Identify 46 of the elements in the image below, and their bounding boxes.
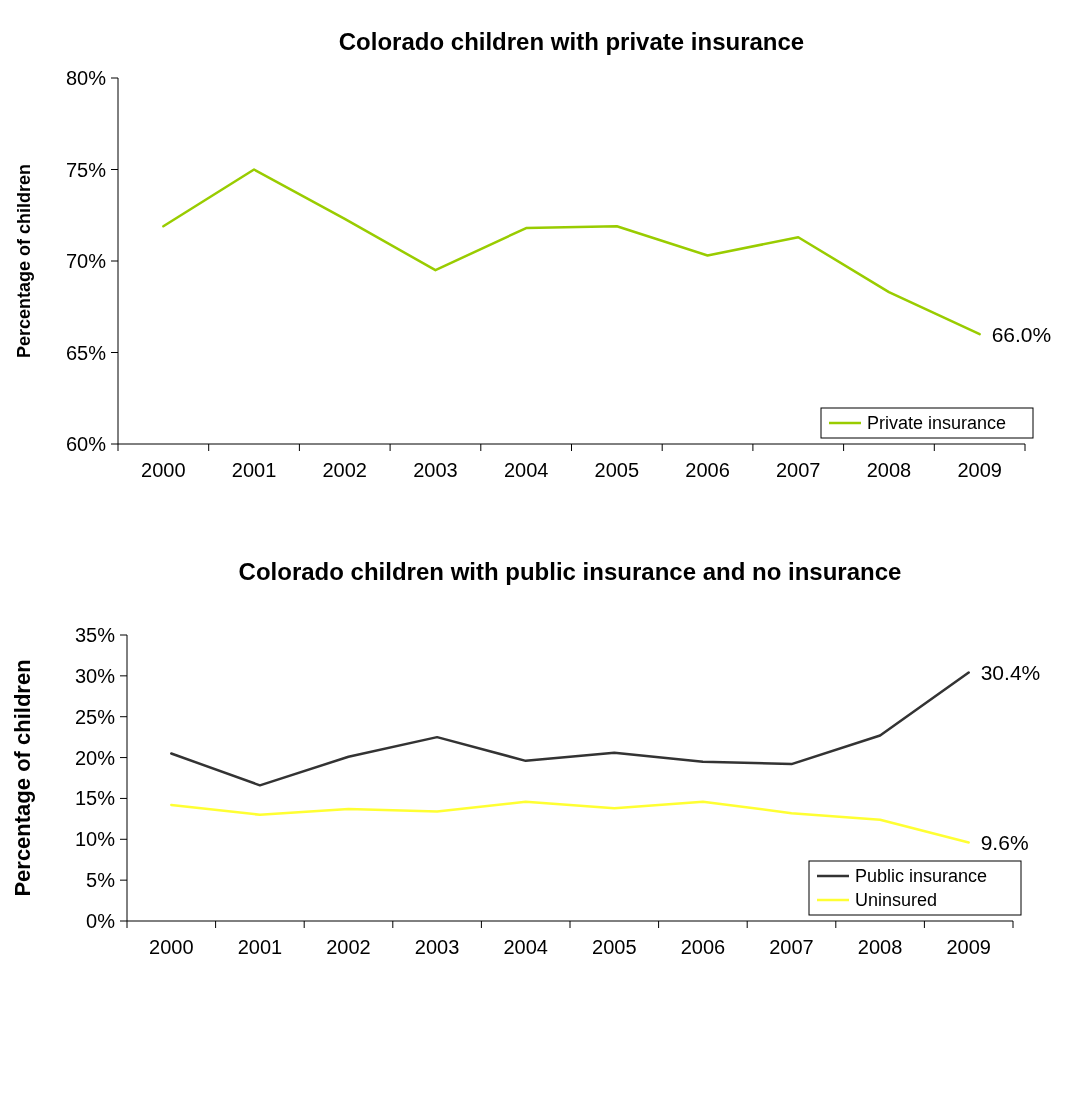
annotation: 30.4% [980,660,1041,684]
line-series [170,800,970,844]
x-tick-label: 2007 [769,936,814,958]
x-tick-label: 2009 [946,936,991,958]
annotation: 66.0% [991,322,1052,346]
y-tick-label: 70% [65,250,107,272]
y-tick-label: 30% [74,664,116,687]
x-tick-label: 2005 [592,936,637,958]
x-tick-label: 2001 [237,936,283,958]
legend-label: Public insurance [855,866,988,887]
y-tick-label: 0% [86,910,116,932]
y-tick-label: 25% [74,705,116,728]
x-tick-label: 2008 [857,936,903,958]
x-tick-label: 2006 [680,936,726,958]
line-series [170,671,970,787]
x-tick-label: 2002 [326,936,371,958]
chart-title: Colorado children with public insurance and no insurance [238,558,902,585]
y-tick-label: 15% [74,787,116,810]
annotation: 9.6% [980,830,1029,854]
x-tick-label: 2000 [149,936,194,958]
y-tick-label: 10% [74,828,116,851]
line-series [162,168,981,336]
y-axis-title: Percentage of children [14,163,34,359]
x-tick-label: 2003 [413,459,458,481]
x-tick-label: 2004 [503,936,548,958]
y-tick-label: 60% [65,433,107,455]
x-tick-label: 2002 [322,459,367,481]
y-tick-label: 20% [74,746,116,769]
y-tick-label: 75% [65,158,107,181]
x-tick-label: 2007 [776,459,821,481]
chart-title: Colorado children with private insurance [338,28,805,55]
y-tick-label: 35% [74,624,116,646]
x-tick-label: 2001 [231,459,277,481]
legend-label: Uninsured [855,890,938,911]
x-tick-label: 2009 [957,459,1002,481]
x-tick-label: 2006 [685,459,730,481]
legend-label: Private insurance [867,413,1007,434]
y-tick-label: 65% [65,341,107,364]
x-tick-label: 2003 [414,936,460,958]
x-tick-label: 2008 [866,459,912,481]
x-tick-label: 2005 [594,459,640,481]
y-tick-label: 5% [86,869,116,892]
y-tick-label: 80% [65,67,107,89]
y-axis-title: Percentage of children [10,659,35,897]
x-tick-label: 2004 [503,459,549,481]
x-tick-label: 2000 [141,459,186,481]
